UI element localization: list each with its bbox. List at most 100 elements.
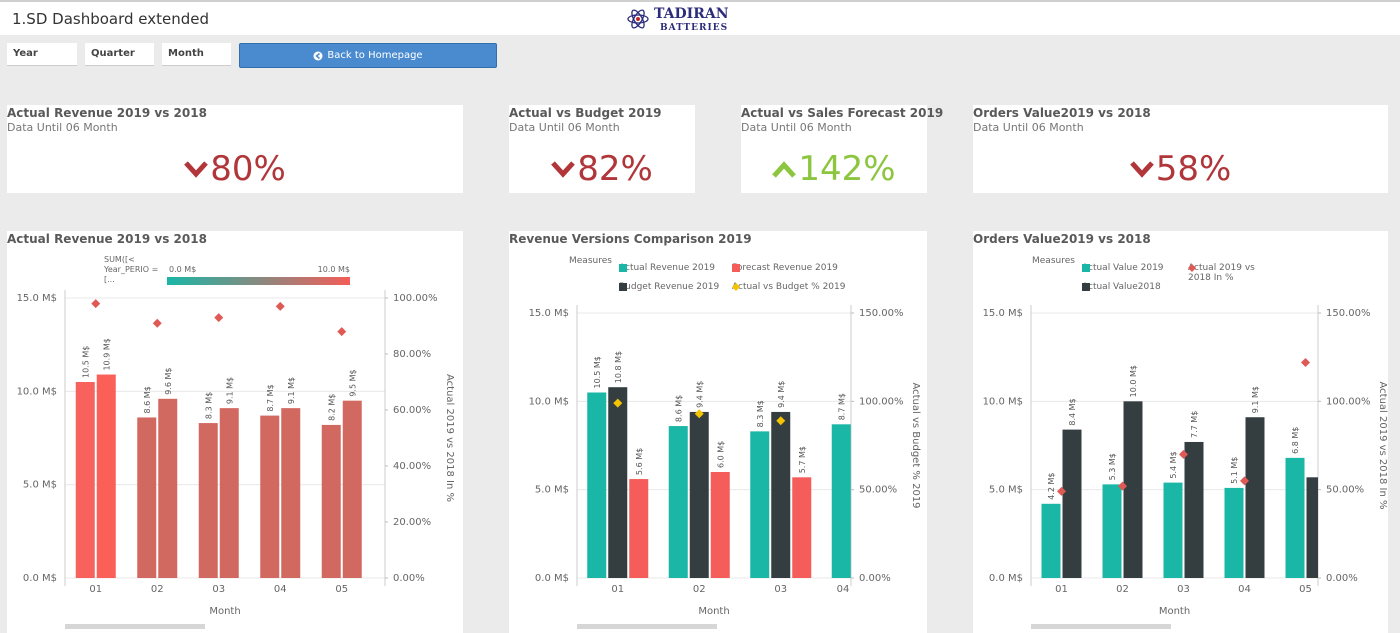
legend-label: Actual vs Budget % 2019	[732, 282, 846, 292]
header: 1.SD Dashboard extended TADIRAN BATTERIE…	[0, 0, 1400, 35]
chart-title: Actual Revenue 2019 vs 2018	[7, 232, 207, 246]
bar	[137, 417, 157, 578]
sheet-title: 1.SD Dashboard extended	[12, 10, 210, 28]
data-label: 7.7 M$	[1190, 411, 1199, 438]
kpi-value-row: 142%	[741, 149, 927, 189]
y-tick-label: 0.0 M$	[23, 573, 57, 584]
kpi-value-row: 58%	[973, 149, 1388, 189]
bar	[158, 398, 178, 578]
x-axis-label: Month	[209, 606, 240, 617]
legend-label: Actual Value2018	[1082, 282, 1161, 292]
filter-year[interactable]: Year	[7, 43, 77, 66]
bar	[608, 387, 628, 578]
marker	[1179, 449, 1188, 459]
filter-quarter[interactable]: Quarter	[85, 43, 154, 66]
swatch	[1082, 283, 1090, 291]
data-label: 8.3 M$	[756, 400, 765, 427]
y-tick-label: 0.0 M$	[535, 573, 569, 584]
chart: 0.0 M$ 5.0 M$ 10.0 M$ 15.0 M$ 0.00% 50.00% 100…	[983, 305, 1388, 629]
logo: TADIRAN BATTERIES	[627, 6, 729, 33]
kpi-value-row: 82%	[509, 149, 695, 189]
legend-title: Measures	[569, 256, 612, 266]
bar	[281, 408, 301, 578]
data-label: 5.4 M$	[1169, 451, 1178, 478]
y-tick-label: 15.0 M$	[17, 293, 57, 304]
swatch	[1188, 264, 1196, 272]
marker	[1240, 476, 1249, 486]
legend-label: Budget Revenue 2019	[619, 282, 720, 292]
y2-tick-label: 100.00%	[1326, 396, 1371, 407]
x-tick-label: 01	[89, 584, 102, 595]
x-tick-label: 01	[1055, 584, 1068, 595]
data-label: 10.0 M$	[1129, 365, 1138, 397]
bar	[321, 424, 341, 578]
y-tick-label: 10.0 M$	[983, 396, 1023, 407]
data-label: 8.2 M$	[327, 394, 336, 421]
chart-panel: 0.0 M$ 5.0 M$ 10.0 M$ 15.0 M$ 0.00% 20.00% 40.…	[7, 231, 463, 633]
x-tick-label: 02	[693, 584, 706, 595]
legend-swatch	[1082, 264, 1090, 272]
legend-item: Budget Revenue 2019	[619, 282, 729, 292]
marker	[776, 416, 786, 426]
y-tick-label: 5.0 M$	[23, 480, 57, 491]
y2-tick-label: 0.00%	[1326, 573, 1358, 584]
marker	[337, 327, 347, 337]
data-label: 5.7 M$	[798, 446, 807, 473]
filter-month[interactable]: Month	[162, 43, 231, 66]
logo-text: TADIRAN	[654, 6, 729, 22]
data-label: 8.6 M$	[674, 395, 683, 422]
chart-title: Revenue Versions Comparison 2019	[509, 232, 752, 246]
data-label: 5.6 M$	[635, 448, 644, 475]
x-tick-label: 05	[1299, 584, 1312, 595]
data-label: 9.1 M$	[225, 377, 234, 404]
back-button[interactable]: Back to Homepage	[239, 43, 497, 68]
y2-axis-label: Actual vs Budget % 2019	[910, 382, 921, 508]
kpi-subtitle: Data Until 06 Month	[741, 121, 852, 134]
bar	[710, 472, 730, 578]
kpi-value: 80%	[210, 149, 286, 189]
color-scale-label: 10.0 M$	[318, 265, 350, 274]
y-tick-label: 15.0 M$	[983, 308, 1023, 319]
x-axis-label: Month	[1159, 606, 1190, 617]
bar	[219, 408, 239, 578]
legend-label: Forecast Revenue 2019	[732, 263, 838, 273]
x-tick-label: 04	[837, 584, 850, 595]
y2-axis-label: Actual 2019 vs 2018 In %	[1377, 381, 1388, 509]
color-scale	[167, 277, 350, 285]
data-label: 8.4 M$	[1068, 398, 1077, 425]
chart: 0.0 M$ 5.0 M$ 10.0 M$ 15.0 M$ 0.00% 20.00% 40.…	[17, 255, 455, 629]
marker	[1301, 357, 1310, 367]
kpi-card: Orders Value2019 vs 2018 Data Until 06 Mo…	[973, 105, 1388, 193]
bar	[1163, 482, 1183, 578]
bar	[668, 426, 688, 578]
data-label: 4.2 M$	[1047, 473, 1056, 500]
legend-item: Actual 2019 vs 2018 In %	[1188, 263, 1278, 283]
bar	[792, 477, 812, 578]
bar	[96, 374, 116, 578]
data-label: 5.3 M$	[1108, 453, 1117, 480]
chart: 0.0 M$ 5.0 M$ 10.0 M$ 15.0 M$ 0.00% 50.00% 100…	[529, 305, 921, 629]
legend-label: Actual Revenue 2019	[619, 263, 716, 273]
scrollbar	[1031, 624, 1171, 629]
bar	[1224, 487, 1244, 578]
kpi-subtitle: Data Until 06 Month	[509, 121, 620, 134]
logo-text: BATTERIES	[660, 23, 728, 33]
x-tick-label: 03	[1177, 584, 1190, 595]
bar	[1306, 477, 1318, 578]
kpi-title: Orders Value2019 vs 2018	[973, 106, 1151, 120]
y2-tick-label: 50.00%	[859, 485, 897, 496]
bar	[1062, 429, 1082, 578]
legend-label: Actual 2019 vs 2018 In %	[1188, 263, 1255, 283]
marker	[613, 398, 623, 408]
bar	[1041, 503, 1061, 578]
kpi-arrow	[551, 161, 576, 178]
marker	[275, 301, 285, 311]
scrollbar	[577, 624, 717, 629]
kpi-card: Actual vs Sales Forecast 2019 Data Until …	[741, 105, 943, 193]
x-tick-label: 05	[335, 584, 348, 595]
marker	[152, 318, 162, 328]
kpi-arrow	[184, 161, 209, 178]
legend-item: Forecast Revenue 2019	[732, 263, 872, 273]
marker	[1057, 486, 1066, 496]
swatch	[619, 283, 627, 291]
